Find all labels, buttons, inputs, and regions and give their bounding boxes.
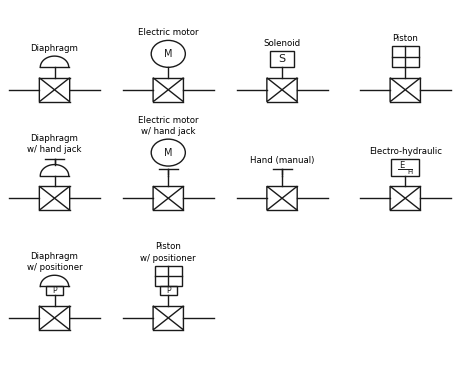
Text: Electro-hydraulic: Electro-hydraulic [369, 147, 442, 156]
Text: H: H [407, 169, 413, 175]
Bar [155, 266, 182, 286]
Text: Electric motor: Electric motor [138, 28, 199, 37]
Text: Piston: Piston [392, 34, 418, 43]
Text: Diaphragm
w/ hand jack: Diaphragm w/ hand jack [27, 134, 82, 154]
Bar [270, 51, 294, 67]
Text: E: E [399, 161, 404, 170]
Text: M: M [164, 49, 173, 59]
Bar [391, 159, 419, 176]
Text: Electric motor
w/ hand jack: Electric motor w/ hand jack [138, 116, 199, 136]
Text: Solenoid: Solenoid [264, 39, 301, 48]
Text: Diaphragm
w/ positioner: Diaphragm w/ positioner [27, 252, 82, 272]
Bar [392, 46, 419, 67]
Bar [46, 286, 63, 295]
Text: P: P [52, 286, 57, 295]
Text: Hand (manual): Hand (manual) [250, 156, 314, 165]
Text: M: M [164, 148, 173, 157]
Text: S: S [278, 54, 286, 64]
Text: Piston
w/ positioner: Piston w/ positioner [140, 242, 196, 263]
Bar [160, 286, 177, 295]
Text: P: P [166, 286, 171, 295]
Text: Diaphragm: Diaphragm [30, 44, 79, 53]
